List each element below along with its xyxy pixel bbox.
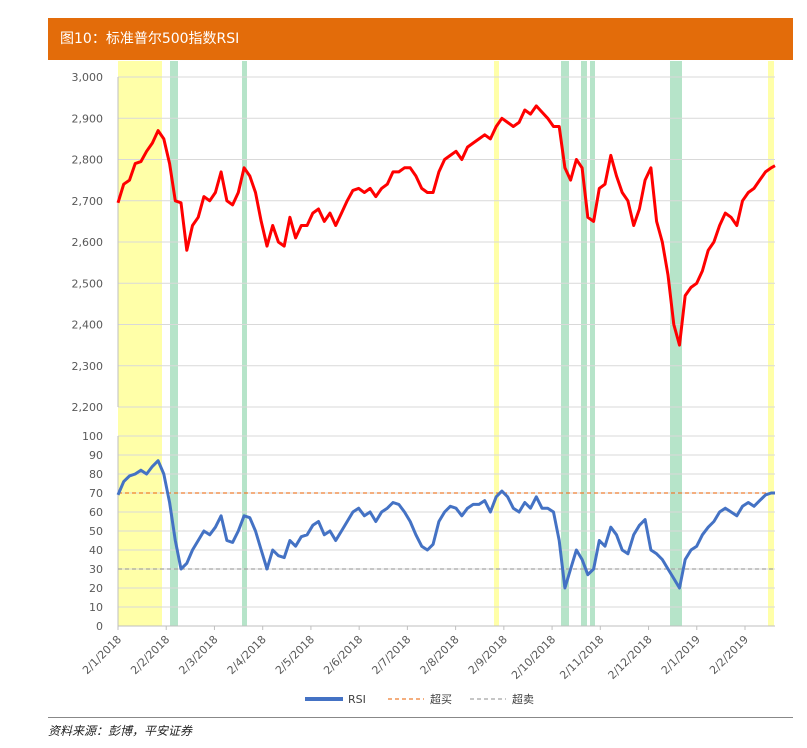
legend-overbought-label: 超买 — [430, 692, 452, 706]
rsi-y-tick-label: 80 — [89, 468, 103, 481]
rsi-series-line — [116, 459, 775, 590]
highlight-band — [590, 61, 595, 626]
rsi-y-tick-label: 60 — [89, 506, 103, 519]
price-y-tick-label: 3,000 — [72, 71, 104, 84]
highlight-band — [118, 61, 162, 626]
x-tick-label: 2/7/2018 — [369, 633, 413, 677]
price-y-tick-label: 2,700 — [72, 195, 104, 208]
legend-oversold-label: 超卖 — [512, 692, 534, 706]
x-tick-label: 2/1/2018 — [80, 633, 124, 677]
rsi-y-tick-label: 90 — [89, 449, 103, 462]
x-tick-label: 2/8/2018 — [418, 633, 462, 677]
highlight-band — [561, 61, 569, 626]
price-y-tick-label: 2,200 — [72, 401, 104, 414]
rsi-y-tick-label: 40 — [89, 544, 103, 557]
source-note: 资料来源：彭博，平安证券 — [48, 724, 193, 738]
price-y-tick-label: 2,500 — [72, 277, 104, 290]
rsi-y-tick-label: 0 — [96, 620, 103, 633]
x-tick-label: 2/6/2018 — [321, 633, 365, 677]
x-tick-label: 2/3/2018 — [176, 633, 220, 677]
chart-title-bar: 图10：标准普尔500指数RSI — [48, 18, 793, 60]
price-y-tick-label: 2,400 — [72, 319, 104, 332]
highlight-band — [242, 61, 247, 626]
x-tick-label: 2/2/2018 — [128, 633, 172, 677]
price-y-tick-label: 2,900 — [72, 112, 104, 125]
footer-divider — [48, 717, 793, 718]
x-tick-label: 2/1/2019 — [659, 633, 703, 677]
highlight-band — [494, 61, 499, 626]
rsi-y-tick-label: 20 — [89, 582, 103, 595]
highlight-band — [581, 61, 587, 626]
x-tick-label: 2/4/2018 — [225, 633, 269, 677]
highlight-band — [670, 61, 682, 626]
highlight-band — [170, 61, 178, 626]
chart-title: 图10：标准普尔500指数RSI — [60, 31, 240, 47]
x-tick-label: 2/5/2018 — [273, 633, 317, 677]
legend-rsi-label: RSI — [348, 693, 366, 706]
price-y-tick-label: 2,800 — [72, 154, 104, 167]
rsi-y-tick-label: 30 — [89, 563, 103, 576]
x-tick-label: 2/10/2018 — [509, 633, 558, 682]
rsi-y-tick-label: 100 — [82, 430, 103, 443]
x-tick-label: 2/12/2018 — [606, 633, 655, 682]
price-y-tick-label: 2,600 — [72, 236, 104, 249]
rsi-y-tick-label: 50 — [89, 525, 103, 538]
x-tick-label: 2/9/2018 — [466, 633, 510, 677]
rsi-y-tick-label: 10 — [89, 601, 103, 614]
x-tick-label: 2/2/2019 — [707, 633, 751, 677]
price-y-tick-label: 2,300 — [72, 360, 104, 373]
price-series-line — [116, 104, 776, 347]
x-tick-label: 2/11/2018 — [557, 633, 606, 682]
highlight-band — [768, 61, 774, 626]
rsi-y-tick-label: 70 — [89, 487, 103, 500]
